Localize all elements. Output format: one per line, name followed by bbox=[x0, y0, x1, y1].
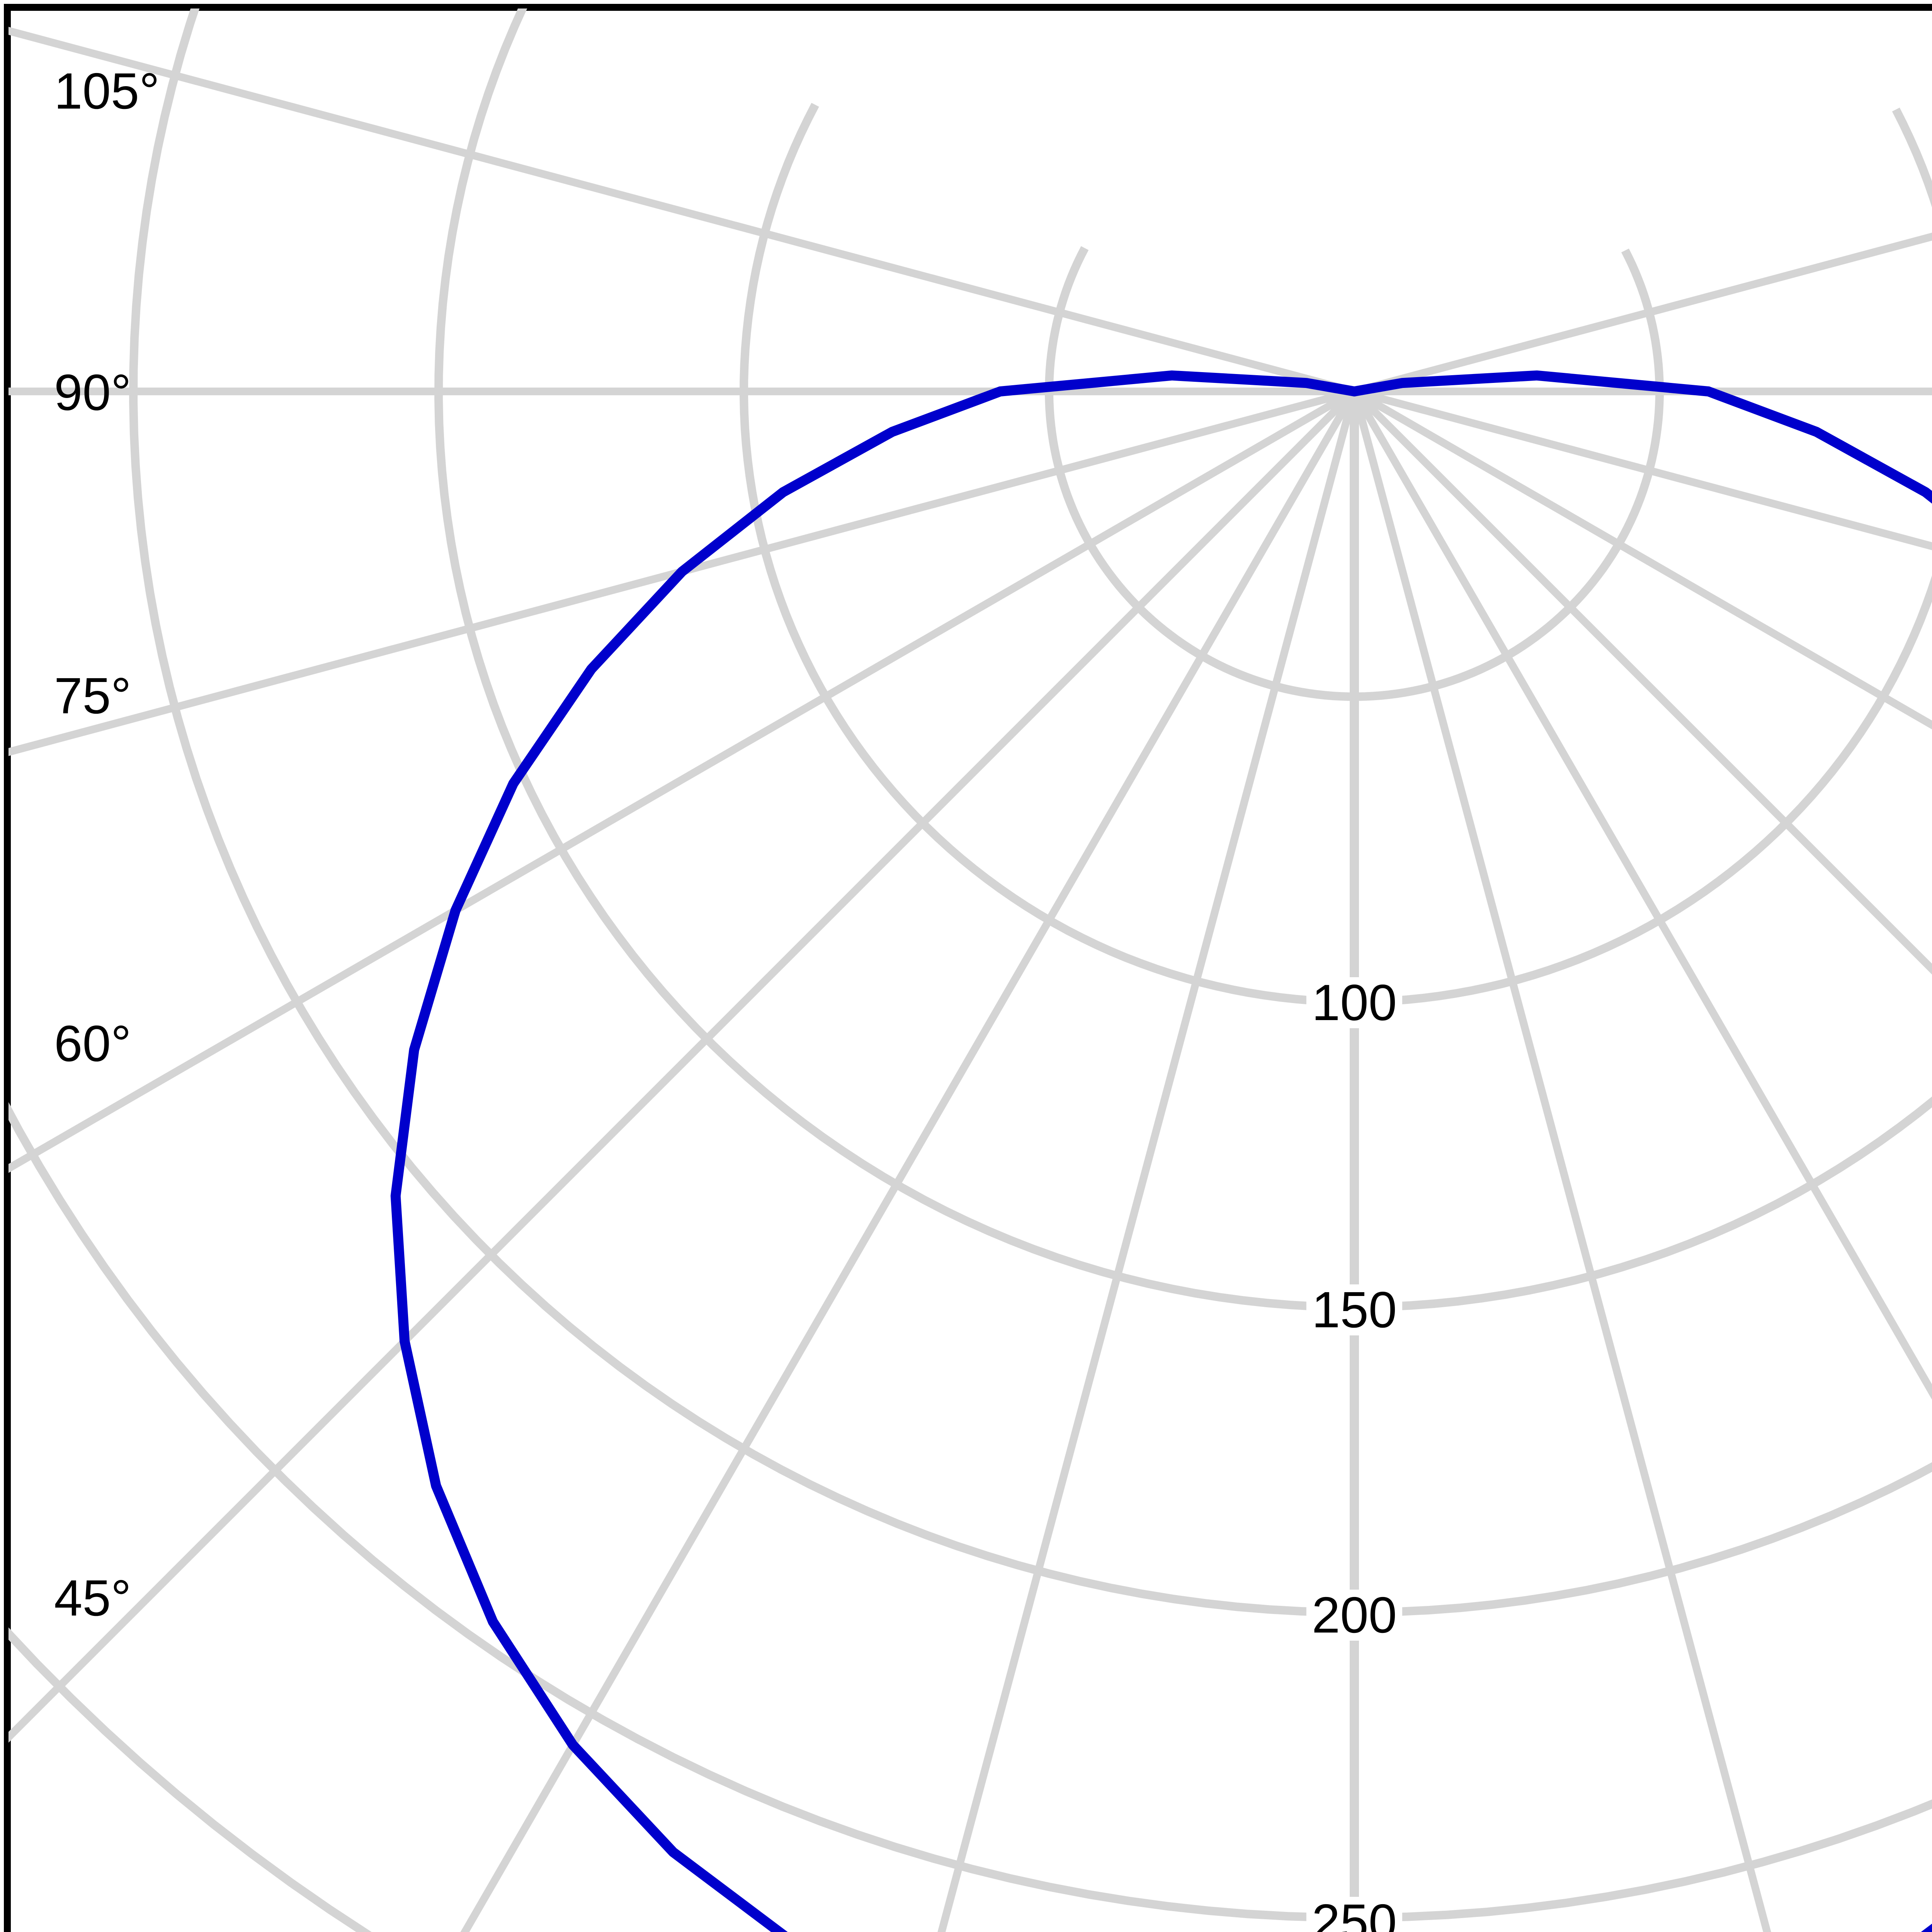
grid-ring-100 bbox=[740, 103, 1932, 1006]
grid-spoke--45 bbox=[9, 388, 1357, 1743]
radial-label-150: 150 bbox=[1306, 1284, 1403, 1335]
angle-label-left-105: 105° bbox=[54, 63, 160, 119]
angle-label-left-60: 60° bbox=[54, 1015, 131, 1072]
grid-spoke-75 bbox=[1353, 388, 1932, 550]
radial-label-100: 100 bbox=[1306, 977, 1403, 1028]
angle-label-left-90: 90° bbox=[54, 364, 131, 421]
grid-spoke--75 bbox=[9, 388, 1355, 756]
grid-spoke-30 bbox=[1351, 389, 1932, 1400]
grid-spoke-60 bbox=[1352, 388, 1932, 730]
grid-spoke-15 bbox=[1350, 390, 1771, 1932]
grid-spoke--105 bbox=[9, 27, 1355, 395]
curve-c90-c270 bbox=[390, 370, 1932, 1932]
grid-spoke--15 bbox=[937, 390, 1358, 1932]
grid-spoke--60 bbox=[9, 388, 1357, 1173]
grid-ring-200 bbox=[129, 9, 1932, 1617]
angle-label-left-45: 45° bbox=[54, 1570, 131, 1626]
grid-ring-150 bbox=[434, 9, 1932, 1311]
angle-label-left-75: 75° bbox=[54, 667, 131, 724]
radial-label-250: 250 bbox=[1306, 1897, 1403, 1932]
grid-spoke-45 bbox=[1351, 388, 1932, 975]
grid-spoke-105 bbox=[1353, 233, 1932, 395]
grid-spoke--30 bbox=[460, 389, 1358, 1932]
radial-label-200: 200 bbox=[1306, 1590, 1403, 1641]
